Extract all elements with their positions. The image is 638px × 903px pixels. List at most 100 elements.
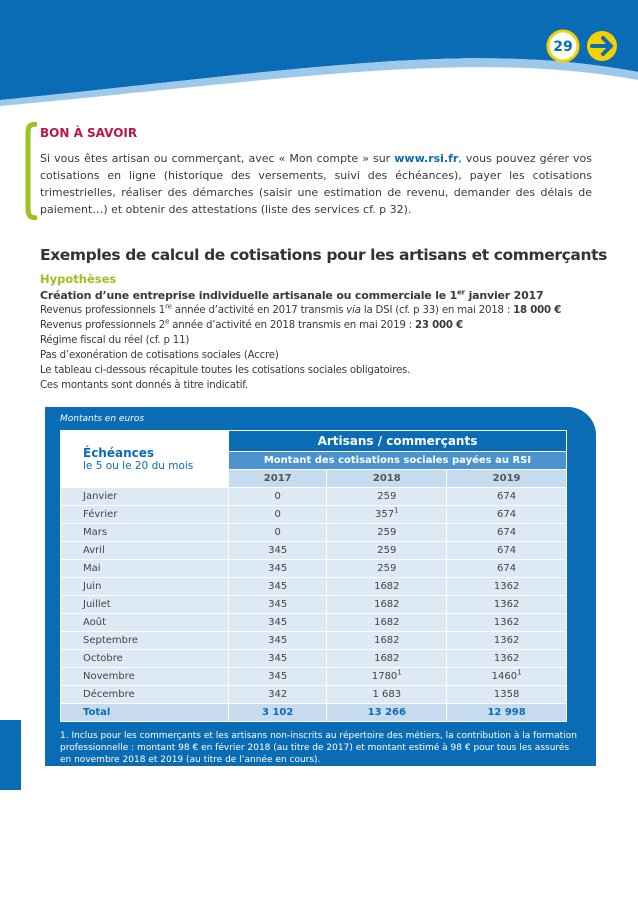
value-cell: 345 [227, 559, 328, 578]
value-cell: 1362 [446, 613, 567, 632]
value-cell: 345 [227, 631, 328, 650]
section-body: Création d’une entreprise individuelle a… [40, 288, 600, 393]
value: 357 [375, 509, 395, 520]
value-cell: 1362 [446, 649, 567, 668]
text: Création d’une entreprise individuelle a… [40, 289, 458, 302]
month-cell: Septembre [60, 631, 229, 650]
line: Pas d’exonération de cotisations sociale… [40, 350, 279, 361]
table-body: Échéances le 5 ou le 20 du mois Artisans … [60, 430, 568, 722]
bracket-line [25, 122, 38, 220]
month-cell: Juillet [60, 595, 229, 614]
value-cell: 1358 [446, 685, 567, 704]
col-subtitle: le 5 ou le 20 du mois [83, 460, 194, 472]
month-cell: Janvier [60, 487, 229, 506]
value-cell: 1682 [326, 631, 448, 650]
year-cell: 2019 [446, 469, 567, 488]
row: Janvier 0 259 674 [60, 487, 567, 506]
value-cell: 259 [326, 541, 448, 560]
row: Septembre 345 1682 1362 [60, 631, 567, 650]
value-cell: 674 [446, 523, 567, 542]
row: Août 345 1682 1362 [60, 613, 567, 632]
page-number: 29 [553, 39, 572, 55]
row: Février 0 3571 674 [60, 505, 567, 524]
row: Juillet 345 1682 1362 [60, 595, 567, 614]
sup: re [165, 302, 172, 311]
value-cell: 259 [326, 487, 448, 506]
value-cell: 674 [446, 541, 567, 560]
text: Revenus professionnels 1 [40, 305, 166, 316]
note: 1 [394, 506, 399, 515]
text: la DSI (cf. p 33) en mai 2018 : [360, 305, 514, 316]
row: Décembre 342 1 683 1358 [60, 685, 567, 704]
line: Ces montants sont donnés à titre indicat… [40, 380, 248, 391]
value-cell: 0 [227, 523, 328, 542]
value-cell: 1362 [446, 631, 567, 650]
value-cell: 17801 [326, 667, 448, 686]
row: Octobre 345 1682 1362 [60, 649, 567, 668]
text: 23 000 € [414, 320, 463, 331]
value-cell: 674 [446, 559, 567, 578]
line: Le tableau ci-dessous récapitule toutes … [40, 365, 411, 376]
text: via [346, 305, 361, 316]
header-wave-light [0, 58, 638, 106]
row: Mai 345 259 674 [60, 559, 567, 578]
bracket [25, 122, 38, 220]
value-cell: 12 998 [446, 703, 567, 722]
header-row: Échéances le 5 ou le 20 du mois Artisans … [60, 430, 568, 488]
year-cell: 2017 [227, 469, 328, 488]
note: 1 [517, 668, 522, 677]
header-wave [0, 0, 638, 100]
value-cell: 1682 [326, 649, 448, 668]
value-cell: 1682 [326, 577, 448, 596]
value-cell: 1362 [446, 595, 567, 614]
line: Revenus professionnels 2e année d’activi… [40, 318, 600, 333]
value-cell: 1682 [326, 595, 448, 614]
value-cell: 259 [326, 523, 448, 542]
header-cell: Échéances le 5 ou le 20 du mois [60, 430, 229, 488]
value-cell: 345 [227, 667, 328, 686]
sup: e [165, 317, 170, 326]
year-cell: 2018 [326, 469, 448, 488]
value-cell: 345 [227, 541, 328, 560]
value-cell: 1 683 [326, 685, 448, 704]
value-cell: 13 266 [326, 703, 448, 722]
value-cell: 3571 [326, 505, 448, 524]
group-title: Artisans / commerçants [227, 430, 568, 452]
tip-text: Si vous êtes artisan ou commerçant, avec… [40, 150, 592, 218]
text: 18 000 € [513, 305, 562, 316]
value: 1460 [491, 671, 518, 682]
row: Juin 345 1682 1362 [60, 577, 567, 596]
value-cell: 3 102 [227, 703, 328, 722]
col-title: Échéances [83, 446, 155, 460]
heading: Création d’une entreprise individuelle a… [40, 288, 600, 303]
text: Revenus professionnels 2 [40, 320, 166, 331]
value-cell: 0 [227, 505, 328, 524]
page-number-circle [546, 29, 580, 63]
month-cell: Juin [60, 577, 229, 596]
value-cell: 342 [227, 685, 328, 704]
value-cell: 674 [446, 487, 567, 506]
month-cell: Avril [60, 541, 229, 560]
month-cell: Mai [60, 559, 229, 578]
value-cell: 345 [227, 613, 328, 632]
month-cell: Octobre [60, 649, 229, 668]
arrow-icon [590, 36, 613, 56]
tip-title: BON À SAVOIR [40, 126, 138, 140]
value-cell: 1362 [446, 577, 567, 596]
text: , vous pouvez gérer vos cotisations en l… [40, 152, 593, 216]
month-cell: Total [60, 703, 229, 722]
month-cell: Février [60, 505, 229, 524]
side-tab [0, 720, 21, 790]
footnote: 1. Inclus pour les commerçants et les ar… [60, 731, 577, 765]
sup: er [457, 288, 465, 297]
text: janvier 2017 [464, 289, 544, 302]
link: www.rsi.fr [394, 152, 459, 165]
value-cell: 0 [227, 487, 328, 506]
month-cell: Décembre [60, 685, 229, 704]
text: année d’activité en 2018 transmis en mai… [169, 320, 415, 331]
header-row: Montant des cotisations sociales payées … [61, 451, 568, 470]
section-subtitle: Hypothèses [40, 272, 117, 286]
row: Novembre 345 17801 14601 [60, 667, 567, 686]
lines: Régime fiscal du réel (cf. p 11) Pas d’ex… [40, 333, 600, 393]
value-cell: 345 [227, 595, 328, 614]
